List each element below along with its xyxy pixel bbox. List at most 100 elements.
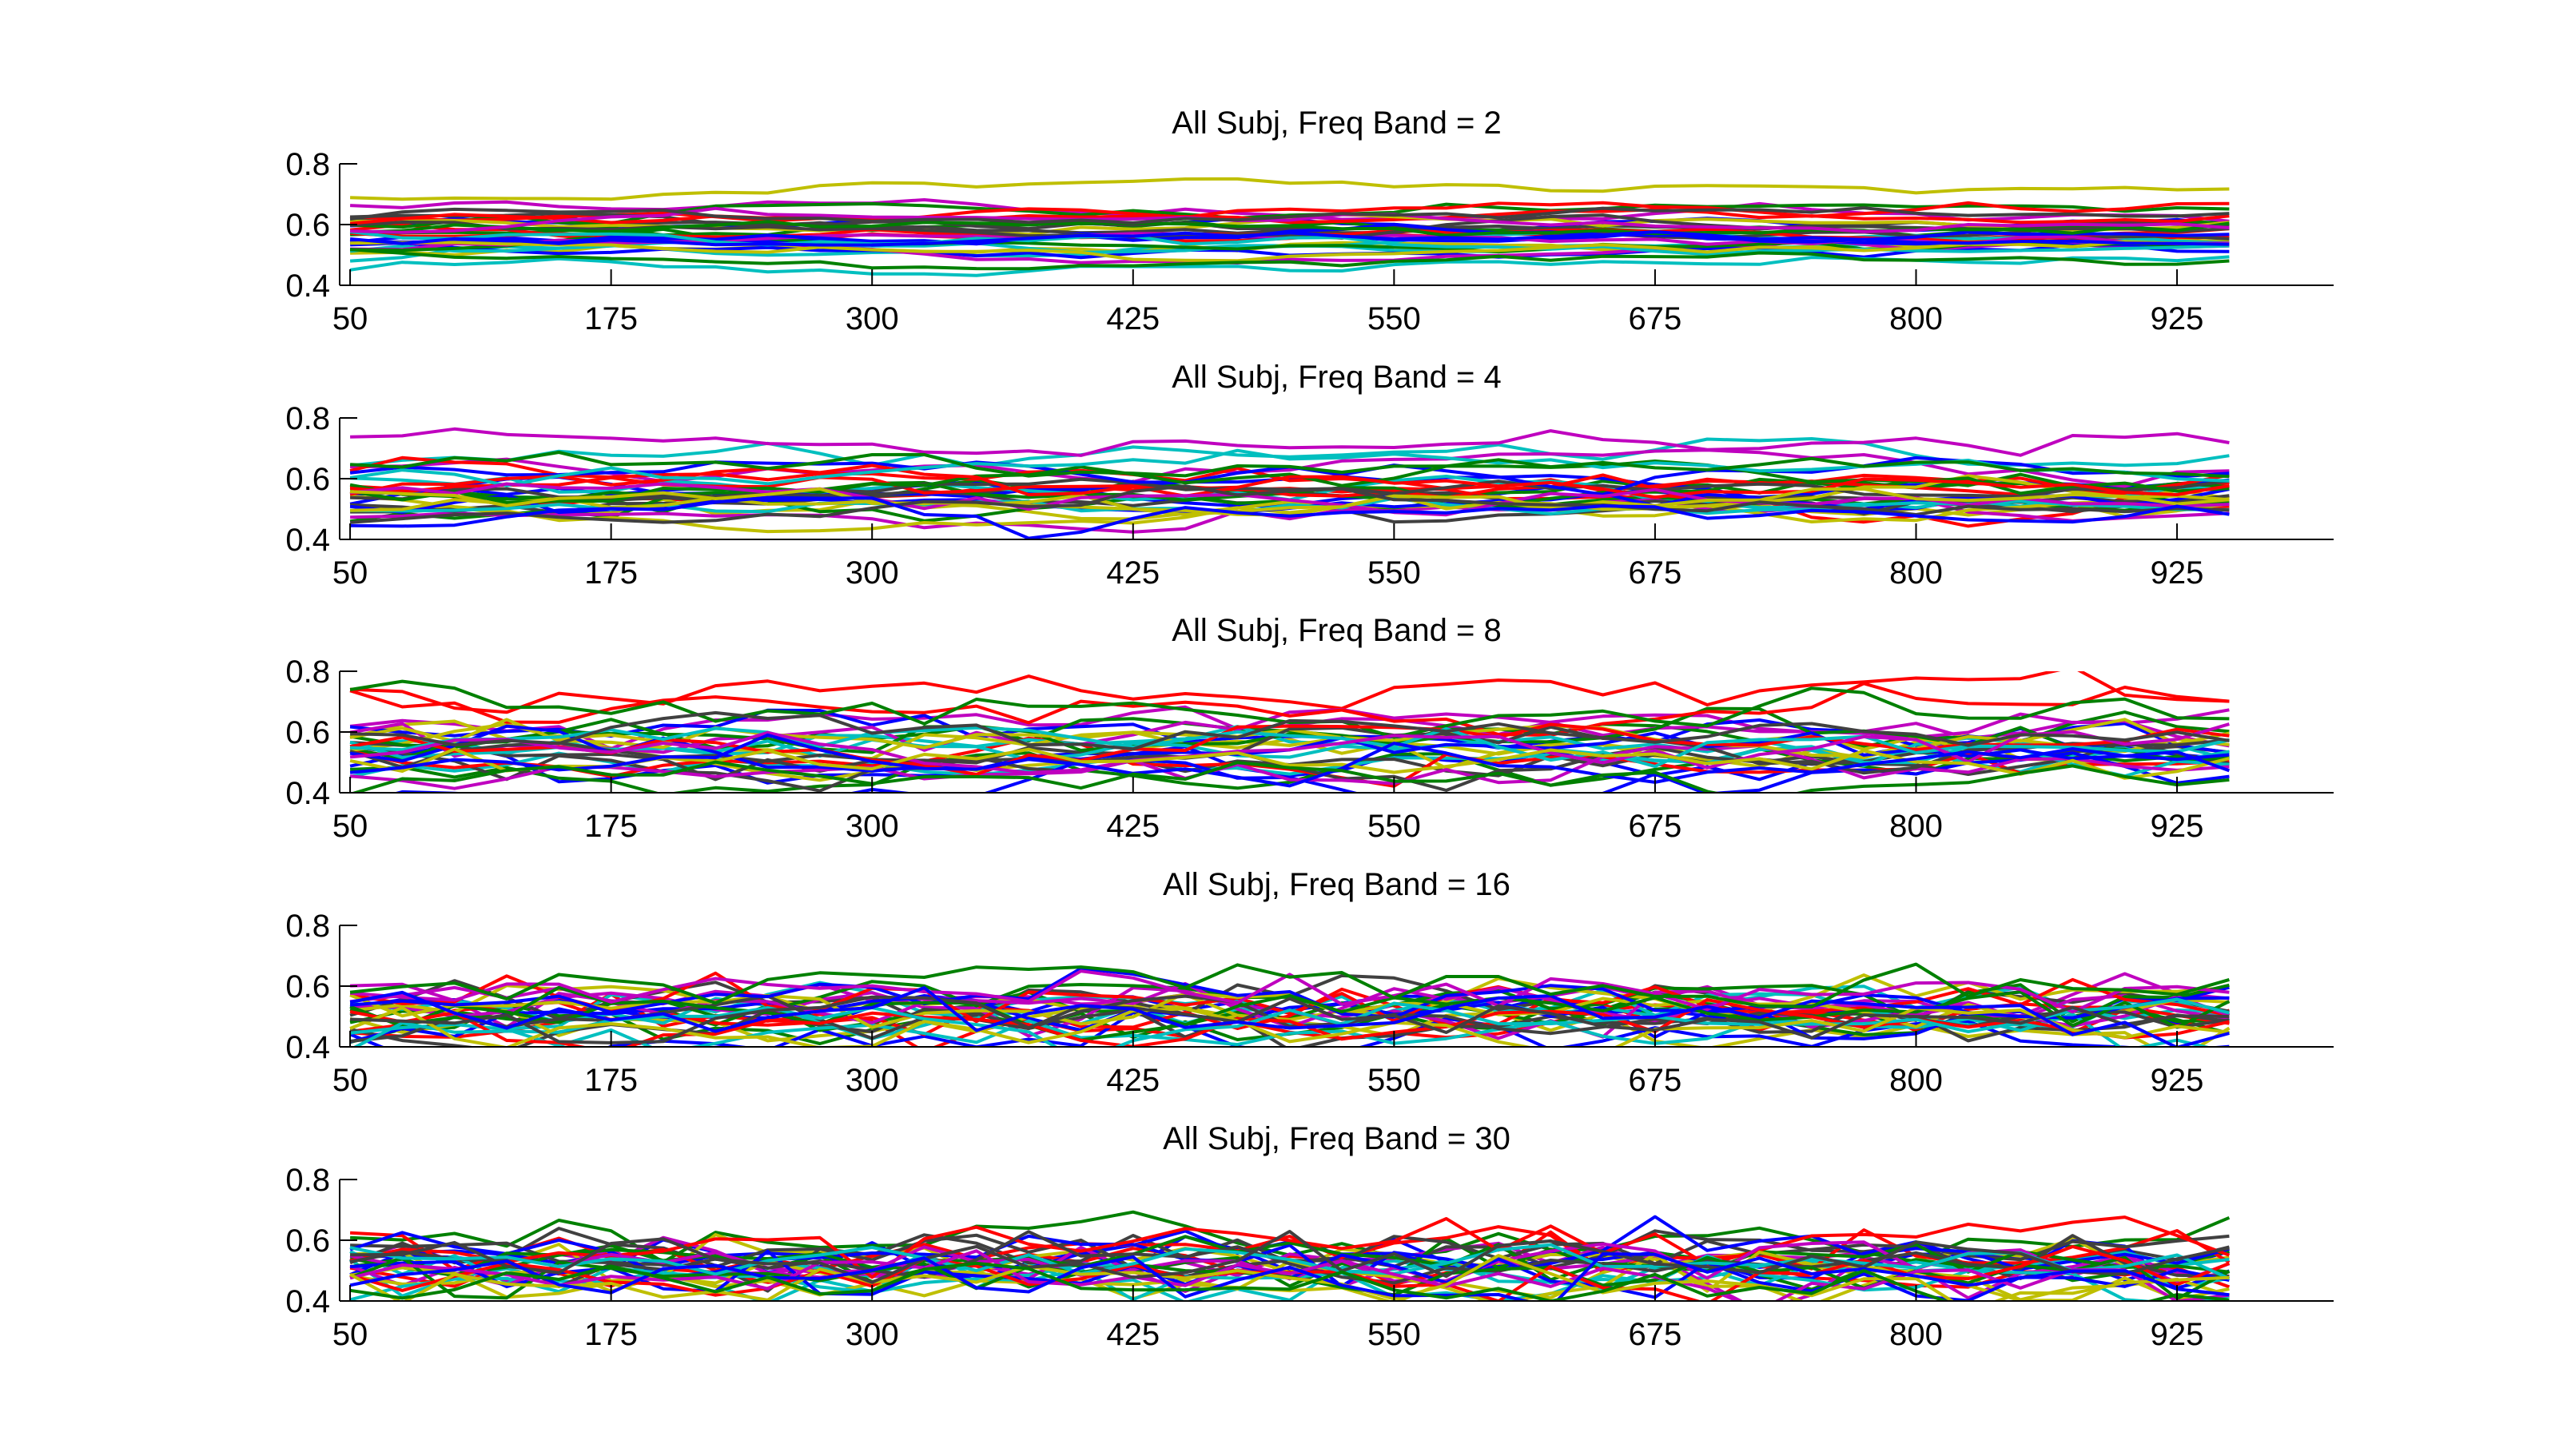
series-line: [349, 969, 2230, 1014]
x-tick-label: 300: [846, 1063, 899, 1098]
series-line: [350, 427, 2230, 457]
x-tick-label: 300: [846, 809, 899, 844]
x-tick-label: 550: [1367, 1317, 1421, 1352]
y-tick-label: 0.4: [285, 523, 330, 558]
subplot-title: All Subj, Freq Band = 4: [1172, 360, 1501, 395]
x-tick-label: 550: [1367, 301, 1421, 336]
series-line: [350, 177, 2230, 201]
series-line: [349, 437, 2230, 468]
series-line: [350, 240, 2230, 263]
x-tick-label: 175: [584, 301, 638, 336]
x-tick-label: 425: [1106, 555, 1160, 591]
series-line: [350, 487, 2230, 517]
x-tick-label: 675: [1629, 1063, 1682, 1098]
series-line: [349, 971, 2230, 1024]
x-tick-label: 50: [332, 1063, 368, 1098]
series-lines: [349, 962, 2231, 1047]
series-line: [349, 986, 2230, 1047]
series-line: [349, 1254, 2230, 1301]
x-tick-label: 675: [1629, 809, 1682, 844]
series-line: [349, 962, 2230, 1008]
x-tick-label: 425: [1106, 1063, 1160, 1098]
series-line: [350, 995, 2230, 1044]
series-line: [349, 682, 2230, 737]
series-line: [350, 726, 2230, 769]
series-line: [349, 463, 2230, 499]
y-tick-label: 0.4: [285, 776, 330, 811]
series-lines: [349, 671, 2231, 793]
subplot-2: All Subj, Freq Band = 4 0.4 0.6 0.8 50 175 300…: [285, 360, 2334, 591]
series-line: [349, 733, 2231, 788]
series-lines: [349, 427, 2230, 539]
x-tick-label: 175: [584, 809, 638, 844]
x-tick-label: 300: [846, 555, 899, 591]
series-line: [350, 710, 2230, 751]
x-tick-label: 50: [332, 555, 368, 591]
series-line: [349, 985, 2231, 1042]
x-tick-label: 800: [1889, 555, 1943, 591]
subplot-title: All Subj, Freq Band = 2: [1172, 105, 1501, 141]
x-tick-label: 925: [2151, 1063, 2204, 1098]
series-line: [349, 1252, 2230, 1301]
x-tick-label: 925: [2151, 555, 2204, 591]
subplot-title: All Subj, Freq Band = 8: [1172, 613, 1501, 648]
y-tick-label: 0.8: [285, 654, 330, 690]
x-tick-label: 675: [1629, 555, 1682, 591]
x-tick-label: 175: [584, 555, 638, 591]
series-line: [349, 1249, 2230, 1301]
y-tick-label: 0.8: [285, 147, 330, 182]
series-line: [349, 722, 2230, 775]
x-tick-label: 50: [332, 809, 368, 844]
series-line: [349, 201, 2230, 225]
x-tick-label: 675: [1629, 1317, 1682, 1352]
series-line: [350, 495, 2230, 539]
x-tick-label: 425: [1106, 1317, 1160, 1352]
series-line: [349, 455, 2230, 497]
series-line: [350, 671, 2230, 714]
x-tick-label: 300: [846, 301, 899, 336]
series-line: [349, 230, 2230, 247]
subplot-5: All Subj, Freq Band = 30 0.4 0.6 0.8 50 175 30…: [285, 1121, 2334, 1352]
y-tick-label: 0.8: [285, 401, 330, 436]
x-tick-label: 175: [584, 1063, 638, 1098]
subplot-title: All Subj, Freq Band = 16: [1163, 867, 1510, 902]
x-tick-label: 800: [1889, 1063, 1943, 1098]
series-lines: [349, 177, 2230, 277]
subplot-3: All Subj, Freq Band = 8 0.4 0.6 0.8 50 175 300…: [285, 613, 2334, 844]
series-line: [349, 1243, 2231, 1280]
series-line: [350, 208, 2230, 225]
x-tick-label: 50: [332, 301, 368, 336]
y-tick-label: 0.8: [285, 1163, 330, 1198]
series-line: [349, 451, 2230, 479]
y-tick-label: 0.6: [285, 208, 330, 243]
x-tick-label: 550: [1367, 809, 1421, 844]
y-tick-label: 0.6: [285, 462, 330, 497]
series-lines: [348, 1210, 2231, 1301]
y-tick-label: 0.6: [285, 715, 330, 750]
x-tick-label: 675: [1629, 301, 1682, 336]
x-tick-label: 550: [1367, 555, 1421, 591]
y-tick-label: 0.4: [285, 269, 330, 304]
x-tick-label: 925: [2151, 1317, 2204, 1352]
y-tick-label: 0.8: [285, 909, 330, 944]
x-tick-label: 425: [1106, 301, 1160, 336]
y-tick-label: 0.6: [285, 1223, 330, 1259]
series-line: [352, 997, 2230, 1047]
x-tick-label: 550: [1367, 1063, 1421, 1098]
x-tick-label: 50: [332, 1317, 368, 1352]
series-line: [349, 1215, 2231, 1279]
series-line: [349, 448, 2230, 487]
subplot-4: All Subj, Freq Band = 16 0.4 0.6 0.8 50 175 30…: [285, 867, 2334, 1098]
subplot-title: All Subj, Freq Band = 30: [1163, 1121, 1510, 1156]
y-tick-label: 0.6: [285, 969, 330, 1004]
x-tick-label: 425: [1106, 809, 1160, 844]
x-tick-label: 300: [846, 1317, 899, 1352]
x-tick-label: 925: [2151, 809, 2204, 844]
x-tick-label: 925: [2151, 301, 2204, 336]
x-tick-label: 800: [1889, 1317, 1943, 1352]
series-line: [350, 1230, 2230, 1284]
y-tick-label: 0.4: [285, 1030, 330, 1065]
series-line: [392, 751, 2230, 793]
x-tick-label: 800: [1889, 809, 1943, 844]
